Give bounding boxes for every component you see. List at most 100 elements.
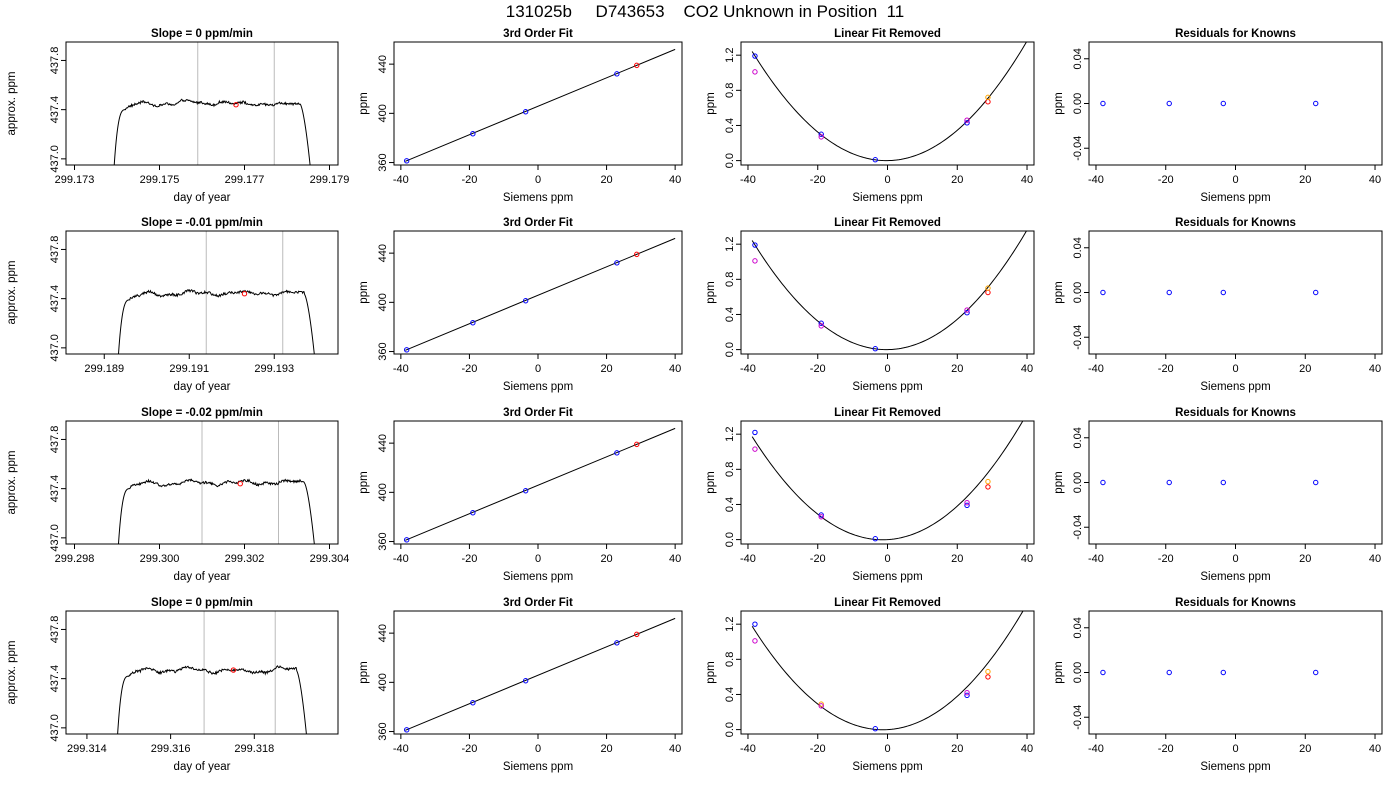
data-point [403, 158, 410, 164]
x-axis-label: day of year [174, 761, 231, 773]
x-tick-label: 299.314 [67, 743, 107, 755]
data-point [872, 536, 878, 542]
panel-title: 3rd Order Fit [503, 217, 573, 229]
x-axis-label: Siemens ppm [1200, 192, 1270, 204]
y-tick-label: -0.04 [1072, 325, 1084, 350]
plot-frame [1088, 420, 1383, 545]
plot-frame [65, 420, 339, 545]
y-tick-label: 0.00 [1072, 662, 1084, 683]
plot-area [403, 237, 676, 353]
x-tick-label: 0 [1232, 553, 1238, 565]
data-point [985, 668, 991, 675]
x-tick-label: -20 [1158, 553, 1174, 565]
x-tick-label: 20 [600, 743, 612, 755]
data-point [964, 690, 970, 696]
data-point [872, 726, 878, 732]
panel-2-3: Linear Fit Removed -40 -20 0 20 40 0.0 0.4 0.8 1.… [705, 217, 1035, 393]
x-tick-label: 0 [535, 174, 541, 186]
data-point [1166, 479, 1172, 486]
panel-2-4: Residuals for Knowns -40 -20 0 20 40 -0.04 0.00… [1053, 217, 1383, 393]
x-axis-label: Siemens ppm [503, 571, 573, 583]
data-point [470, 131, 476, 137]
data-point [614, 450, 620, 456]
y-tick-label: 400 [377, 104, 389, 122]
x-tick-label: -40 [393, 743, 409, 755]
y-axis-label: ppm [358, 281, 370, 303]
panel-2-2: 3rd Order Fit -40 -20 0 20 40 360 400 440 Siemens… [358, 217, 683, 393]
panel-3-1: Slope = -0.02 ppm/min 299.298 299.300 299.3… [6, 407, 349, 583]
x-tick-label: 0 [535, 553, 541, 565]
plot-area [1100, 669, 1319, 676]
data-point [1166, 669, 1172, 676]
y-axis-label: ppm [1053, 92, 1065, 114]
data-point [985, 94, 991, 101]
fit-curve [751, 421, 1024, 541]
fit-curve [751, 42, 1028, 162]
data-point [1313, 479, 1319, 486]
x-axis-label: Siemens ppm [503, 192, 573, 204]
x-tick-label: 299.318 [234, 743, 274, 755]
y-axis-label: ppm [358, 471, 370, 493]
data-point [964, 502, 970, 509]
plot-area [751, 231, 1028, 352]
plot-frame [393, 610, 683, 735]
data-point [1313, 100, 1319, 107]
x-axis-label: Siemens ppm [852, 761, 922, 773]
x-tick-label: -20 [1158, 174, 1174, 186]
y-tick-label: 0.04 [1072, 48, 1084, 69]
data-point [985, 478, 991, 485]
x-tick-label: -20 [461, 743, 477, 755]
data-point [818, 512, 824, 518]
x-tick-label: 299.298 [55, 553, 95, 565]
plot-frame [65, 230, 339, 355]
data-point [1100, 289, 1106, 296]
x-tick-label: 0 [1232, 174, 1238, 186]
data-point [1220, 289, 1226, 296]
panel-title: Slope = 0 ppm/min [151, 28, 253, 40]
x-tick-label: 40 [669, 553, 681, 565]
panel-title: Residuals for Knowns [1175, 597, 1296, 609]
data-point [522, 488, 529, 494]
data-point [964, 120, 970, 126]
data-point [872, 157, 878, 163]
x-tick-label: -40 [740, 174, 756, 186]
data-point [752, 258, 758, 264]
data-point [522, 678, 529, 684]
data-point [1166, 289, 1172, 296]
y-axis-label: ppm [705, 661, 717, 683]
plot-area [1100, 100, 1319, 107]
x-axis-label: day of year [174, 192, 231, 204]
panel-1-4: Residuals for Knowns -40 -20 0 20 40 -0.04 0.00… [1053, 28, 1383, 204]
x-tick-label: 299.175 [140, 174, 180, 186]
data-point [522, 298, 529, 304]
plot-area [751, 42, 1028, 163]
x-axis-label: Siemens ppm [503, 761, 573, 773]
x-tick-label: 299.193 [254, 363, 294, 375]
x-tick-label: 299.300 [140, 553, 180, 565]
plot-area [751, 611, 1024, 732]
x-tick-label: -40 [1088, 363, 1104, 375]
y-tick-label: 0.04 [1072, 427, 1084, 448]
y-tick-label: 437.4 [49, 96, 61, 124]
x-tick-label: 40 [1021, 743, 1033, 755]
data-point [1220, 479, 1226, 486]
data-point [233, 102, 239, 108]
x-tick-label: 20 [1299, 743, 1311, 755]
data-point [818, 514, 824, 520]
y-tick-label: 0.0 [724, 722, 736, 737]
panel-1-3: Linear Fit Removed -40 -20 0 20 40 0.0 0.4 0.8 1.… [705, 28, 1035, 204]
data-point [818, 703, 824, 709]
y-tick-label: 360 [377, 153, 389, 171]
y-tick-label: 0.4 [724, 118, 736, 133]
x-tick-label: 0 [535, 743, 541, 755]
panel-4-1: Slope = 0 ppm/min 299.314 299.316 299.318 43… [6, 597, 339, 773]
plot-area [117, 231, 315, 354]
fit-curve [751, 611, 1024, 731]
y-tick-label: 437.4 [49, 475, 61, 503]
x-tick-label: 0 [1232, 363, 1238, 375]
y-tick-label: 0.8 [724, 83, 736, 98]
x-tick-label: -40 [740, 363, 756, 375]
panel-3-4: Residuals for Knowns -40 -20 0 20 40 -0.04 0.00… [1053, 407, 1383, 583]
data-point [985, 674, 991, 680]
